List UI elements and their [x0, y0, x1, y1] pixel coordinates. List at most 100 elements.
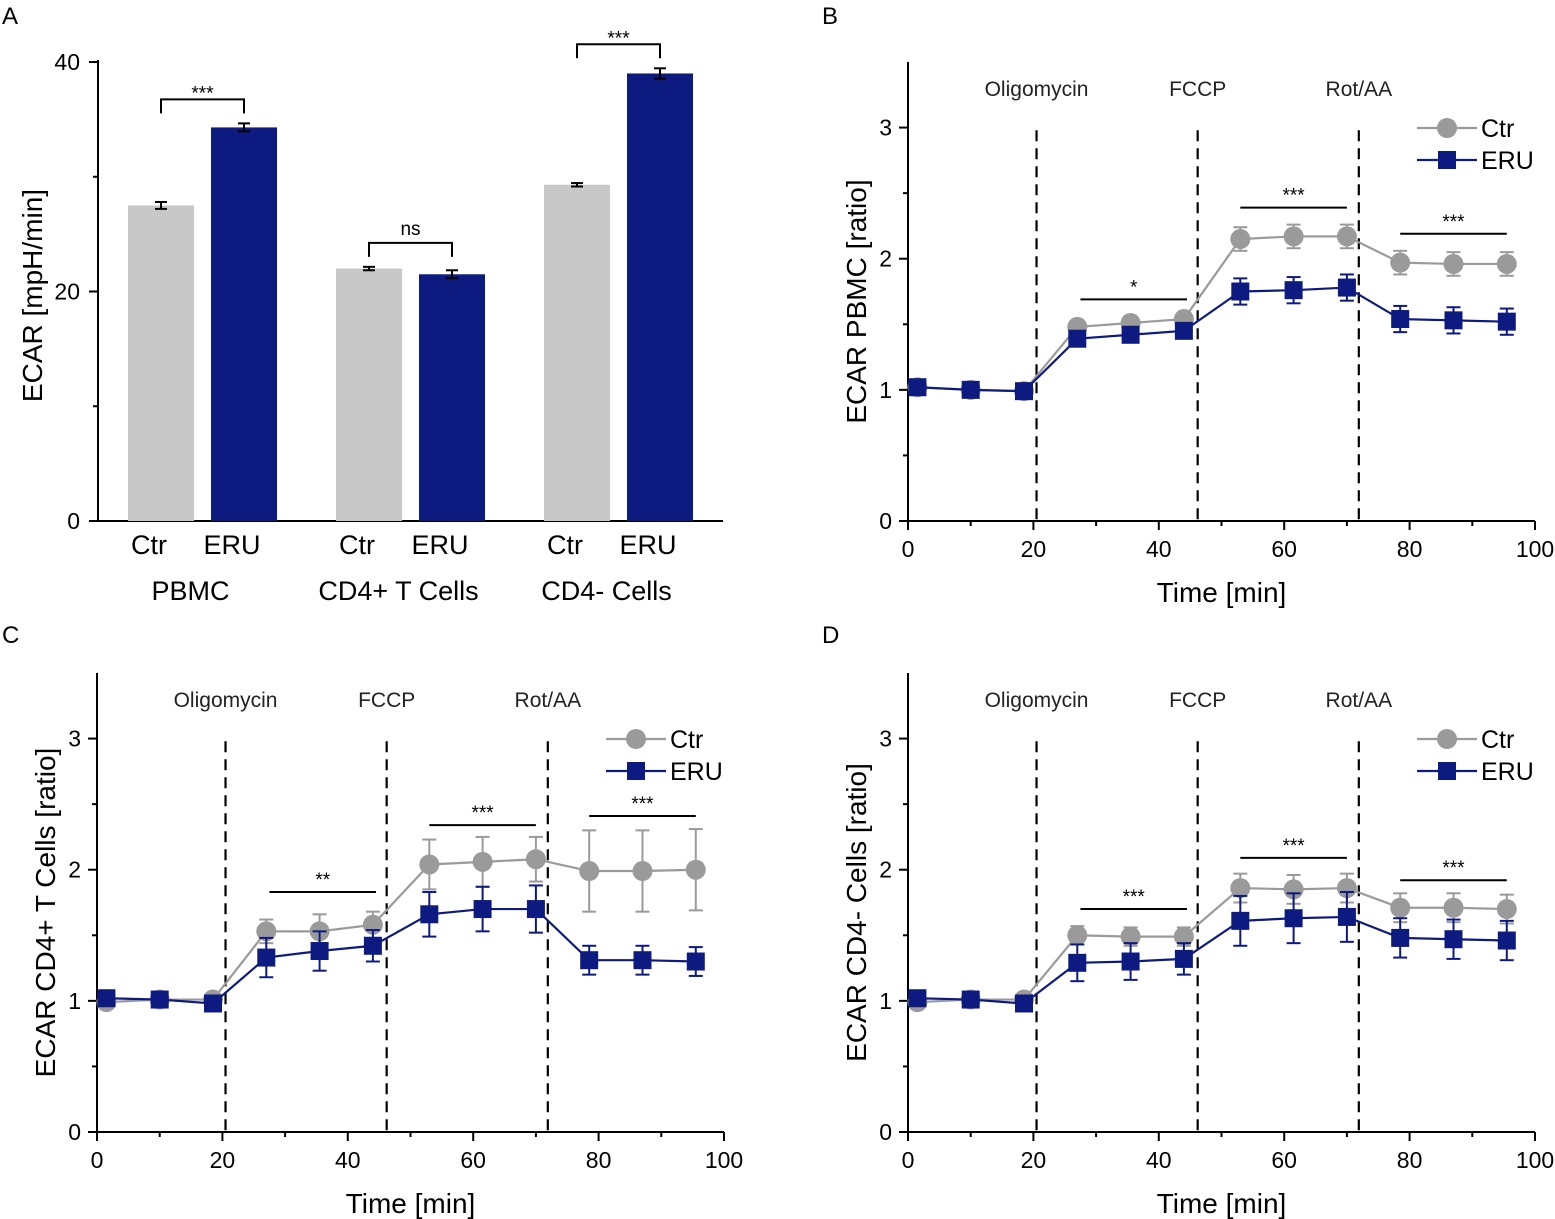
data-point-eru — [1391, 928, 1410, 947]
y-axis-title: ECAR [mpH/min] — [17, 189, 48, 402]
significance-label: *** — [1283, 836, 1306, 857]
data-point-ctr — [472, 851, 493, 872]
data-point-eru — [961, 380, 980, 399]
data-point-eru — [1121, 952, 1140, 971]
data-point-eru — [908, 378, 927, 397]
data-point-eru — [1337, 907, 1356, 926]
data-point-eru — [633, 951, 652, 970]
injection-label: FCCP — [1169, 78, 1226, 101]
legend-marker-ctr — [626, 729, 646, 749]
series-line-ctr — [917, 886, 1507, 1004]
data-point-ctr — [1173, 926, 1194, 947]
data-point-eru — [1497, 312, 1516, 331]
y-tick-label: 1 — [879, 377, 892, 403]
data-point-eru — [97, 989, 116, 1008]
legend-label-eru: ERU — [670, 758, 723, 786]
significance-label: *** — [472, 803, 495, 824]
data-point-ctr — [1443, 253, 1464, 274]
bar-cd4-t-cells-ctr — [336, 268, 402, 521]
bar-cd4-t-cells-eru — [419, 274, 485, 521]
data-point-eru — [1284, 909, 1303, 928]
data-point-eru — [150, 990, 169, 1009]
data-point-ctr — [579, 861, 600, 882]
significance-bracket — [368, 241, 453, 257]
data-point-eru — [420, 905, 439, 924]
category-label: ERU — [203, 530, 260, 560]
data-point-eru — [1174, 949, 1193, 968]
data-point-eru — [580, 951, 599, 970]
injection-label: Oligomycin — [985, 689, 1089, 712]
panel-b: B 0 1 2 3 0 20 40 60 80 100 Time [min] ECAR PBMC [ra… — [822, 3, 1554, 608]
data-point-eru — [1121, 325, 1140, 344]
x-tick-label: 20 — [1021, 1147, 1047, 1173]
data-point-eru — [1337, 278, 1356, 297]
data-point-ctr — [1496, 253, 1517, 274]
data-point-ctr — [685, 859, 706, 880]
y-axis-title: ECAR CD4+ T Cells [ratio] — [30, 748, 61, 1078]
significance-label: *** — [1442, 212, 1465, 233]
data-point-eru — [1284, 281, 1303, 300]
group-label: CD4+ T Cells — [318, 576, 478, 606]
data-point-eru — [257, 948, 276, 967]
group-label: PBMC — [151, 576, 229, 606]
data-point-ctr — [419, 854, 440, 875]
injection-label: Rot/AA — [1326, 78, 1393, 101]
x-axis-title: Time [min] — [1157, 1188, 1287, 1219]
panel-c: C 0 1 2 3 0 20 40 60 80 100 Time [min] ECAR CD4+ T C… — [2, 622, 743, 1219]
x-tick-label: 80 — [586, 1147, 612, 1173]
significance-label: ** — [315, 870, 330, 891]
x-tick-label: 100 — [1516, 536, 1554, 562]
significance-bracket — [160, 98, 245, 114]
legend-marker-ctr — [1437, 729, 1457, 749]
series-line-eru — [917, 286, 1507, 393]
x-tick-label: 40 — [1146, 536, 1172, 562]
x-tick-label: 100 — [705, 1147, 743, 1173]
injection-label: Rot/AA — [515, 689, 582, 712]
x-tick-label: 60 — [1271, 536, 1297, 562]
x-tick-label: 20 — [1021, 536, 1047, 562]
series-line-eru — [106, 907, 696, 1005]
y-tick-label: 3 — [879, 115, 892, 141]
y-axis-title: ECAR CD4- Cells [ratio] — [841, 763, 872, 1062]
panel-letter-a: A — [2, 3, 18, 30]
y-tick-label: 0 — [879, 1119, 892, 1145]
data-point-ctr — [1230, 878, 1251, 899]
y-tick-label: 2 — [68, 857, 81, 883]
data-point-eru — [1014, 382, 1033, 401]
injection-label: FCCP — [1169, 689, 1226, 712]
legend-marker-eru — [1438, 151, 1456, 169]
x-tick-label: 0 — [91, 1147, 104, 1173]
data-point-eru — [1444, 930, 1463, 949]
data-point-eru — [203, 994, 222, 1013]
category-label: Ctr — [339, 530, 375, 560]
panel-letter-b: B — [822, 3, 838, 30]
x-tick-label: 80 — [1397, 536, 1423, 562]
significance-label: *** — [1283, 186, 1306, 207]
y-tick-label: 3 — [879, 726, 892, 752]
y-tick-label: 1 — [879, 988, 892, 1014]
y-tick-label: 3 — [68, 726, 81, 752]
data-point-eru — [1497, 931, 1516, 950]
injection-label: Oligomycin — [985, 78, 1089, 101]
significance-label: *** — [191, 83, 214, 104]
x-tick-label: 80 — [1397, 1147, 1423, 1173]
y-axis-title: ECAR PBMC [ratio] — [841, 179, 872, 423]
data-point-eru — [961, 990, 980, 1009]
x-axis-title: Time [min] — [346, 1188, 476, 1219]
data-point-ctr — [1067, 925, 1088, 946]
data-point-eru — [363, 936, 382, 955]
panel-a: A 0 20 40 ECAR [mpH/min] Ctr ERU PBMC *** Ctr ERU C… — [2, 3, 723, 606]
data-point-eru — [1014, 994, 1033, 1013]
injection-label: FCCP — [358, 689, 415, 712]
injection-label: Rot/AA — [1326, 689, 1393, 712]
data-point-ctr — [1283, 879, 1304, 900]
bar-cd4-cells-eru — [627, 73, 693, 521]
y-tick-label: 1 — [68, 988, 81, 1014]
significance-label: *** — [1442, 858, 1465, 879]
y-tick-label: 0 — [68, 1119, 81, 1145]
data-point-eru — [686, 952, 705, 971]
y-tick-label: 0 — [879, 508, 892, 534]
data-point-ctr — [1336, 878, 1357, 899]
significance-bracket — [576, 43, 661, 59]
x-tick-label: 0 — [902, 536, 915, 562]
